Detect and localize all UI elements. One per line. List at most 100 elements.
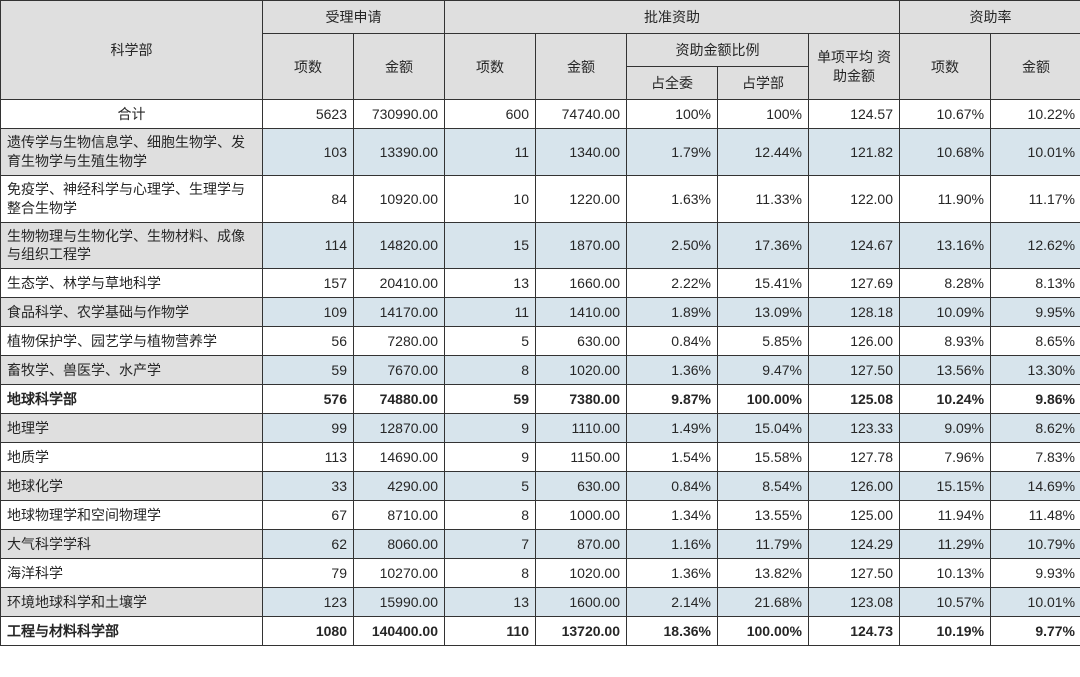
cell-pct_all: 9.87% <box>627 385 718 414</box>
row-label: 植物保护学、园艺学与植物营养学 <box>1 327 263 356</box>
cell-app_cnt2: 5 <box>445 327 536 356</box>
cell-app_amt2: 1110.00 <box>536 414 627 443</box>
cell-rate_amt: 11.17% <box>991 175 1080 222</box>
cell-app_n: 84 <box>263 175 354 222</box>
cell-app_amt2: 1020.00 <box>536 559 627 588</box>
cell-app_amt2: 1600.00 <box>536 588 627 617</box>
cell-rate_amt: 10.79% <box>991 530 1080 559</box>
cell-app_amt: 4290.00 <box>354 472 445 501</box>
cell-app_amt: 730990.00 <box>354 100 445 129</box>
cell-avg: 121.82 <box>809 129 900 176</box>
cell-app_amt2: 1000.00 <box>536 501 627 530</box>
cell-app_n: 113 <box>263 443 354 472</box>
cell-rate_amt: 13.30% <box>991 356 1080 385</box>
cell-avg: 124.57 <box>809 100 900 129</box>
cell-pct_all: 2.14% <box>627 588 718 617</box>
cell-app_cnt2: 59 <box>445 385 536 414</box>
table-row: 合计5623730990.0060074740.00100%100%124.57… <box>1 100 1080 129</box>
header-ratio-all: 占全委 <box>627 67 718 100</box>
cell-app_cnt2: 10 <box>445 175 536 222</box>
row-label: 生物物理与生物化学、生物材料、成像与组织工程学 <box>1 222 263 269</box>
cell-rate_n: 10.57% <box>900 588 991 617</box>
cell-rate_amt: 10.01% <box>991 129 1080 176</box>
cell-app_amt2: 1220.00 <box>536 175 627 222</box>
cell-app_amt2: 7380.00 <box>536 385 627 414</box>
table-row: 环境地球科学和土壤学12315990.00131600.002.14%21.68… <box>1 588 1080 617</box>
cell-pct_all: 1.36% <box>627 356 718 385</box>
cell-rate_amt: 9.86% <box>991 385 1080 414</box>
cell-app_amt2: 1020.00 <box>536 356 627 385</box>
row-label: 地理学 <box>1 414 263 443</box>
row-label: 遗传学与生物信息学、细胞生物学、发育生物学与生殖生物学 <box>1 129 263 176</box>
cell-pct_dept: 13.09% <box>718 298 809 327</box>
cell-pct_dept: 15.41% <box>718 269 809 298</box>
cell-avg: 127.78 <box>809 443 900 472</box>
cell-app_amt: 8710.00 <box>354 501 445 530</box>
cell-app_n: 1080 <box>263 617 354 646</box>
table-row: 大气科学学科628060.007870.001.16%11.79%124.291… <box>1 530 1080 559</box>
cell-app_cnt2: 8 <box>445 559 536 588</box>
cell-rate_amt: 7.83% <box>991 443 1080 472</box>
cell-app_n: 59 <box>263 356 354 385</box>
cell-app_amt: 7280.00 <box>354 327 445 356</box>
table-header: 科学部 受理申请 批准资助 资助率 项数 金额 项数 金额 资助金额比例 单项平… <box>1 1 1080 100</box>
cell-pct_dept: 13.55% <box>718 501 809 530</box>
cell-app_n: 576 <box>263 385 354 414</box>
cell-rate_n: 10.68% <box>900 129 991 176</box>
cell-pct_dept: 15.58% <box>718 443 809 472</box>
cell-app_amt2: 1150.00 <box>536 443 627 472</box>
cell-app_amt: 10920.00 <box>354 175 445 222</box>
cell-pct_all: 1.16% <box>627 530 718 559</box>
cell-app_amt2: 13720.00 <box>536 617 627 646</box>
cell-app_cnt2: 11 <box>445 298 536 327</box>
header-rowlabel: 科学部 <box>1 1 263 100</box>
table-row: 免疫学、神经科学与心理学、生理学与整合生物学8410920.00101220.0… <box>1 175 1080 222</box>
header-group-approved: 批准资助 <box>445 1 900 34</box>
cell-app_amt2: 1410.00 <box>536 298 627 327</box>
cell-rate_amt: 8.65% <box>991 327 1080 356</box>
cell-pct_dept: 11.33% <box>718 175 809 222</box>
cell-avg: 126.00 <box>809 472 900 501</box>
cell-app_amt: 14820.00 <box>354 222 445 269</box>
cell-avg: 127.69 <box>809 269 900 298</box>
row-label: 畜牧学、兽医学、水产学 <box>1 356 263 385</box>
table-row: 地理学9912870.0091110.001.49%15.04%123.339.… <box>1 414 1080 443</box>
cell-pct_dept: 21.68% <box>718 588 809 617</box>
cell-avg: 126.00 <box>809 327 900 356</box>
table-row: 生物物理与生物化学、生物材料、成像与组织工程学11414820.00151870… <box>1 222 1080 269</box>
cell-rate_n: 10.24% <box>900 385 991 414</box>
table-row: 地球科学部57674880.00597380.009.87%100.00%125… <box>1 385 1080 414</box>
header-group-rate: 资助率 <box>900 1 1080 34</box>
cell-rate_n: 9.09% <box>900 414 991 443</box>
cell-app_cnt2: 9 <box>445 414 536 443</box>
cell-app_amt2: 1660.00 <box>536 269 627 298</box>
cell-rate_amt: 8.13% <box>991 269 1080 298</box>
cell-avg: 123.33 <box>809 414 900 443</box>
cell-pct_dept: 100.00% <box>718 617 809 646</box>
cell-app_cnt2: 110 <box>445 617 536 646</box>
cell-app_cnt2: 13 <box>445 269 536 298</box>
cell-avg: 125.08 <box>809 385 900 414</box>
row-label: 地球物理学和空间物理学 <box>1 501 263 530</box>
cell-app_cnt2: 11 <box>445 129 536 176</box>
cell-app_cnt2: 7 <box>445 530 536 559</box>
cell-app_n: 103 <box>263 129 354 176</box>
cell-app_amt: 14170.00 <box>354 298 445 327</box>
cell-app_amt2: 74740.00 <box>536 100 627 129</box>
table-row: 畜牧学、兽医学、水产学597670.0081020.001.36%9.47%12… <box>1 356 1080 385</box>
cell-rate_n: 7.96% <box>900 443 991 472</box>
cell-app_n: 5623 <box>263 100 354 129</box>
cell-pct_all: 2.50% <box>627 222 718 269</box>
cell-rate_n: 11.94% <box>900 501 991 530</box>
cell-pct_all: 1.89% <box>627 298 718 327</box>
cell-rate_n: 8.93% <box>900 327 991 356</box>
cell-app_amt: 20410.00 <box>354 269 445 298</box>
cell-rate_n: 10.09% <box>900 298 991 327</box>
table-body: 合计5623730990.0060074740.00100%100%124.57… <box>1 100 1080 646</box>
row-label: 大气科学学科 <box>1 530 263 559</box>
cell-rate_n: 15.15% <box>900 472 991 501</box>
header-approved-count: 项数 <box>445 34 536 100</box>
cell-pct_dept: 17.36% <box>718 222 809 269</box>
cell-pct_dept: 5.85% <box>718 327 809 356</box>
cell-rate_amt: 10.01% <box>991 588 1080 617</box>
